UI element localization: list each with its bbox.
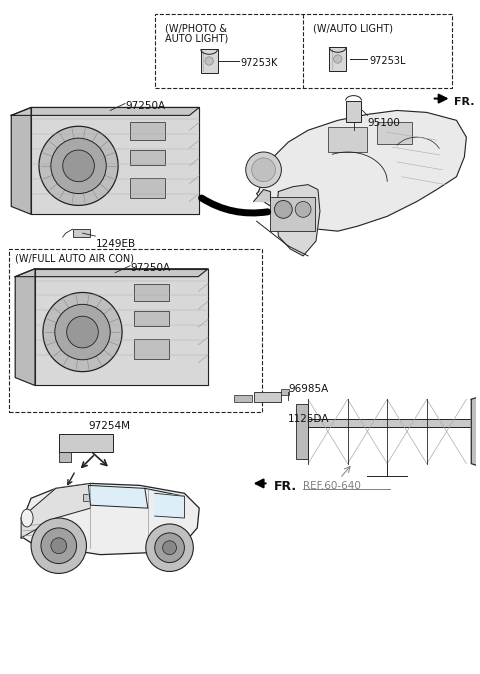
Text: 1125DA: 1125DA <box>288 414 330 424</box>
Bar <box>281 390 289 396</box>
Text: 95100: 95100 <box>367 119 400 128</box>
Circle shape <box>155 533 184 563</box>
Text: (W/AUTO LIGHT): (W/AUTO LIGHT) <box>313 24 393 34</box>
Text: FR.: FR. <box>274 480 297 493</box>
Bar <box>134 311 168 326</box>
Bar <box>329 47 346 71</box>
Circle shape <box>31 518 86 574</box>
Circle shape <box>43 293 122 371</box>
Text: (W/FULL AUTO AIR CON): (W/FULL AUTO AIR CON) <box>15 254 134 264</box>
Bar <box>328 127 367 152</box>
Bar <box>59 452 71 462</box>
Bar <box>155 13 452 88</box>
Circle shape <box>163 541 177 555</box>
Polygon shape <box>471 394 480 468</box>
Circle shape <box>41 528 77 563</box>
Circle shape <box>39 126 118 206</box>
Polygon shape <box>257 111 467 231</box>
Ellipse shape <box>21 509 33 527</box>
Bar <box>377 122 412 144</box>
Polygon shape <box>88 485 148 508</box>
Bar <box>308 419 471 427</box>
Polygon shape <box>31 107 199 214</box>
Text: FR.: FR. <box>455 96 475 106</box>
Bar <box>270 197 315 231</box>
Polygon shape <box>253 189 270 202</box>
Bar <box>130 150 165 165</box>
Polygon shape <box>12 107 31 214</box>
Text: 97250A: 97250A <box>125 100 165 111</box>
Circle shape <box>146 524 193 572</box>
Bar <box>296 404 308 459</box>
Text: 97250A: 97250A <box>130 263 170 273</box>
Bar <box>234 396 252 402</box>
Circle shape <box>55 305 110 360</box>
Bar <box>83 494 93 501</box>
Text: 1249EB: 1249EB <box>96 239 135 249</box>
Polygon shape <box>15 269 208 276</box>
Bar <box>134 284 168 301</box>
Polygon shape <box>155 493 184 518</box>
Circle shape <box>275 200 292 218</box>
Text: REF.60-640: REF.60-640 <box>303 481 361 491</box>
Text: 96985A: 96985A <box>288 384 328 394</box>
Text: 97253L: 97253L <box>370 56 406 66</box>
Circle shape <box>67 316 98 348</box>
Bar <box>9 249 262 412</box>
Bar <box>134 339 168 359</box>
Circle shape <box>205 57 213 65</box>
Bar <box>346 100 361 122</box>
Circle shape <box>51 538 67 553</box>
Circle shape <box>295 202 311 217</box>
Circle shape <box>246 152 281 187</box>
Polygon shape <box>276 185 320 256</box>
Polygon shape <box>35 269 208 386</box>
Bar <box>253 392 281 402</box>
Circle shape <box>51 138 106 193</box>
Polygon shape <box>15 269 35 386</box>
Circle shape <box>63 150 95 182</box>
Polygon shape <box>21 483 199 555</box>
Bar <box>130 178 165 197</box>
Bar <box>72 229 90 237</box>
Text: (W/PHOTO &: (W/PHOTO & <box>165 24 227 34</box>
Bar <box>59 434 113 452</box>
Polygon shape <box>12 107 199 115</box>
Bar <box>201 49 217 73</box>
Text: 97254M: 97254M <box>88 421 131 431</box>
Polygon shape <box>21 483 90 538</box>
Circle shape <box>334 55 342 63</box>
Text: 97253K: 97253K <box>241 58 278 68</box>
Bar <box>130 122 165 140</box>
Circle shape <box>252 158 276 182</box>
Text: AUTO LIGHT): AUTO LIGHT) <box>165 33 228 43</box>
